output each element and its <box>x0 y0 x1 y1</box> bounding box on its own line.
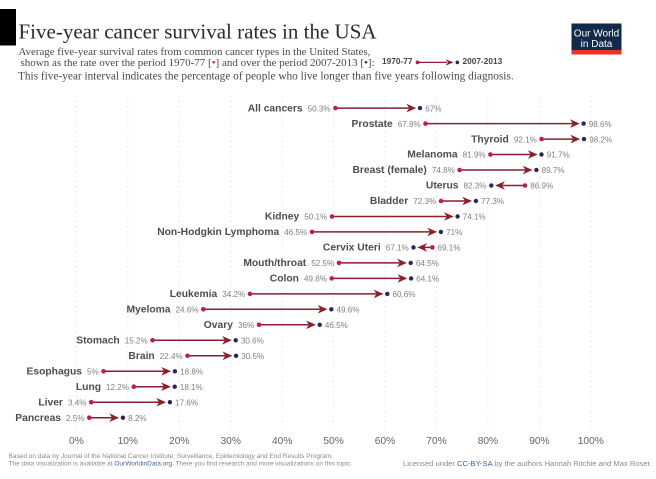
svg-text:91.7%: 91.7% <box>547 151 570 160</box>
svg-text:74.1%: 74.1% <box>463 213 486 222</box>
svg-text:Average five-year survival rat: Average five-year survival rates from co… <box>19 46 371 58</box>
svg-text:Licensed under CC-BY-SA by the: Licensed under CC-BY-SA by the authors H… <box>403 459 652 468</box>
svg-text:shown as the rate over the per: shown as the rate over the period 1970-7… <box>21 57 375 69</box>
svg-text:30.5%: 30.5% <box>241 352 264 361</box>
svg-text:98.2%: 98.2% <box>589 135 612 144</box>
svg-text:18.1%: 18.1% <box>180 383 203 392</box>
svg-text:86.9%: 86.9% <box>530 182 553 191</box>
svg-text:2007-2013: 2007-2013 <box>463 56 503 66</box>
svg-text:67%: 67% <box>425 104 441 113</box>
svg-text:in Data: in Data <box>581 39 613 50</box>
svg-text:8.2%: 8.2% <box>128 414 146 423</box>
svg-text:77.3%: 77.3% <box>481 197 504 206</box>
svg-text:69.1%: 69.1% <box>438 244 461 253</box>
svg-text:100%: 100% <box>578 436 604 447</box>
svg-text:20%: 20% <box>169 436 189 447</box>
svg-text:Based on data by Journal of th: Based on data by Journal of the National… <box>9 453 334 460</box>
svg-text:0%: 0% <box>69 436 84 447</box>
svg-text:Our World: Our World <box>574 28 619 39</box>
svg-text:90%: 90% <box>529 436 549 447</box>
svg-text:89.7%: 89.7% <box>542 166 565 175</box>
svg-text:71%: 71% <box>446 228 462 237</box>
svg-text:1970-77: 1970-77 <box>382 56 413 66</box>
svg-text:70%: 70% <box>426 436 446 447</box>
svg-text:49.6%: 49.6% <box>337 306 360 315</box>
svg-text:10%: 10% <box>118 436 138 447</box>
svg-text:46.5%: 46.5% <box>325 321 348 330</box>
svg-text:17.6%: 17.6% <box>175 398 198 407</box>
svg-text:64.5%: 64.5% <box>416 259 439 268</box>
svg-text:The data visualization is avai: The data visualization is available at O… <box>9 461 353 468</box>
svg-text:18.8%: 18.8% <box>180 368 203 377</box>
svg-text:64.1%: 64.1% <box>416 275 439 284</box>
svg-text:This five-year interval indica: This five-year interval indicates the pe… <box>18 71 514 83</box>
svg-text:80%: 80% <box>478 436 498 447</box>
svg-text:40%: 40% <box>272 436 292 447</box>
svg-text:98.6%: 98.6% <box>589 120 612 129</box>
svg-text:Five-year cancer survival rate: Five-year cancer survival rates in the U… <box>19 20 378 44</box>
svg-text:60.6%: 60.6% <box>393 290 416 299</box>
svg-text:Breast (female)74.8%: Breast (female) 74.8% <box>352 165 454 176</box>
svg-text:30.6%: 30.6% <box>241 337 264 346</box>
svg-text:50%: 50% <box>323 436 343 447</box>
svg-text:30%: 30% <box>221 436 241 447</box>
svg-text:60%: 60% <box>375 436 395 447</box>
